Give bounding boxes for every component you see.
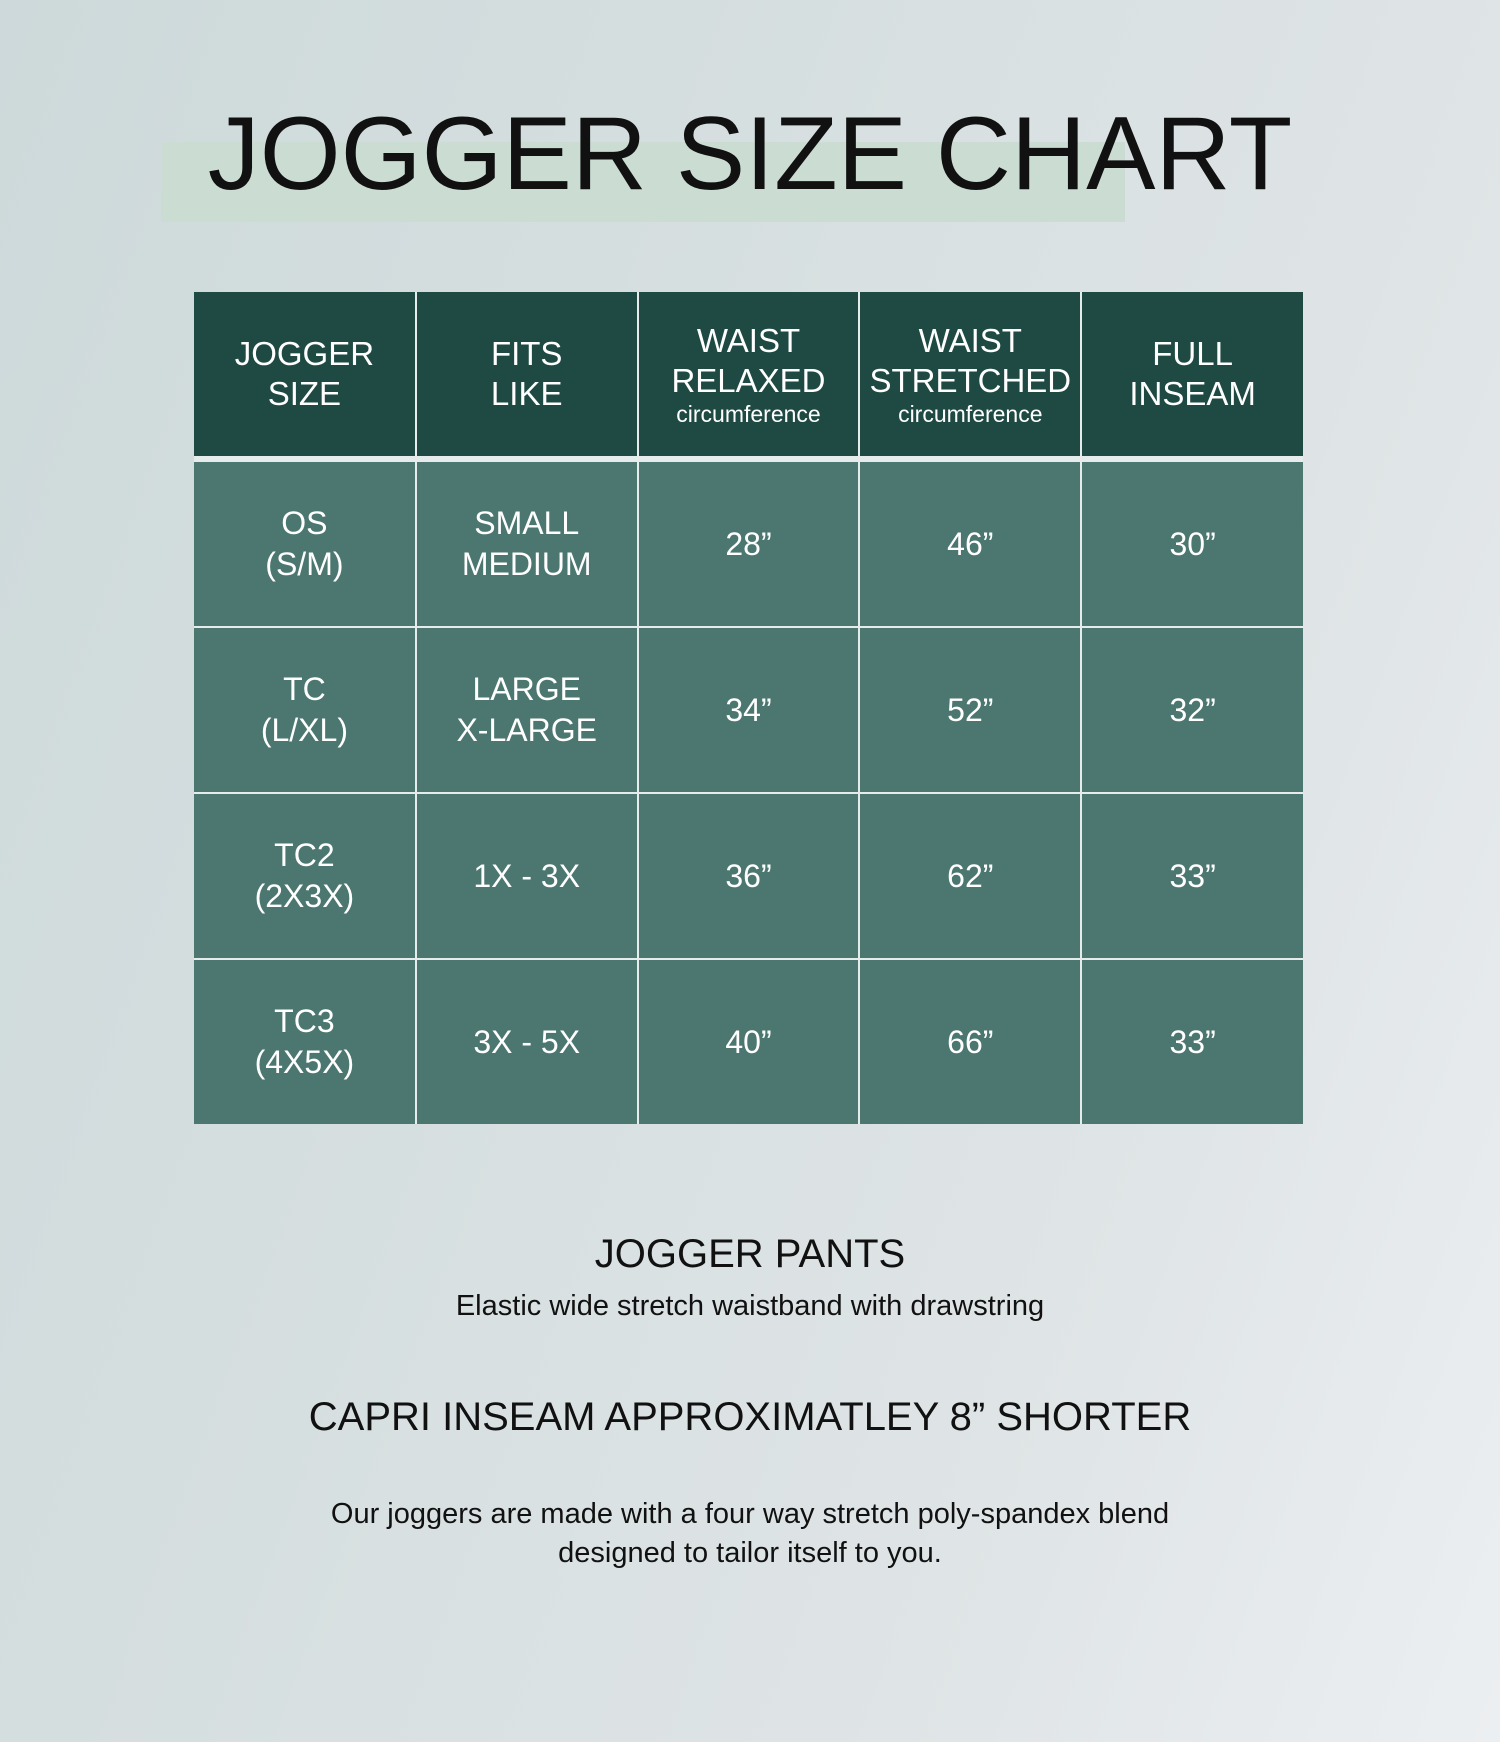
capri-inseam-note: CAPRI INSEAM APPROXIMATLEY 8” SHORTER	[308, 1395, 1192, 1439]
jogger-size-line-1: TC2	[274, 837, 335, 873]
header-subtitle: circumference	[676, 401, 821, 427]
header-line-2: STRETCHED	[869, 362, 1072, 399]
jogger-size-line-1: OS	[281, 505, 328, 541]
title-highlight-band	[161, 142, 1125, 222]
fits-like-line-2: MEDIUM	[461, 546, 592, 582]
table-row: OS (S/M) SMALL MEDIUM 28” 46” 30”	[194, 458, 1303, 628]
fits-like-cell: LARGE X-LARGE	[414, 626, 639, 794]
jogger-size-line-2: (S/M)	[265, 546, 344, 582]
waist-relaxed-cell: 34”	[636, 626, 861, 794]
fabric-line-2: designed to tailor itself to you.	[558, 1537, 942, 1569]
waist-stretched-cell: 66”	[858, 958, 1083, 1124]
jogger-size-cell: TC3 (4X5X)	[194, 958, 417, 1124]
fabric-description: Our joggers are made with a four way str…	[0, 1495, 1500, 1573]
header-line-2: SIZE	[267, 375, 342, 412]
column-header: WAIST STRETCHED circumference	[858, 292, 1083, 462]
waist-stretched-cell: 46”	[858, 458, 1083, 628]
fits-like-line-2: X-LARGE	[456, 712, 597, 748]
full-inseam-cell: 32”	[1080, 626, 1303, 794]
jogger-size-line-2: (L/XL)	[260, 712, 348, 748]
header-line-1: FITS	[490, 335, 563, 372]
column-header: WAIST RELAXED circumference	[636, 292, 861, 462]
column-header: JOGGER SIZE	[194, 292, 417, 462]
page-title: JOGGER SIZE CHART	[207, 96, 1293, 212]
waist-relaxed-cell: 40”	[636, 958, 861, 1124]
waist-relaxed-cell: 36”	[636, 792, 861, 960]
column-header: FULL INSEAM	[1080, 292, 1303, 462]
jogger-size-line-2: (2X3X)	[254, 878, 355, 914]
header-line-2: RELAXED	[671, 362, 826, 399]
waist-stretched-cell: 62”	[858, 792, 1083, 960]
column-header: FITS LIKE	[414, 292, 639, 462]
jogger-pants-heading: JOGGER PANTS	[594, 1232, 906, 1276]
fabric-line-1: Our joggers are made with a four way str…	[330, 1498, 1170, 1530]
jogger-size-line-1: TC	[283, 671, 326, 707]
full-inseam-cell: 30”	[1080, 458, 1303, 628]
fits-like-line-1: 3X - 5X	[473, 1023, 581, 1060]
header-line-1: WAIST	[696, 322, 801, 359]
table-row: TC (L/XL) LARGE X-LARGE 34” 52” 32”	[194, 626, 1303, 794]
header-subtitle: circumference	[898, 401, 1043, 427]
size-chart-table: JOGGER SIZE FITS LIKE WAIST RELAXED circumfere…	[194, 292, 1303, 1124]
waist-stretched-cell: 52”	[858, 626, 1083, 794]
header-line-2: LIKE	[490, 375, 563, 412]
full-inseam-cell: 33”	[1080, 792, 1303, 960]
table-row: TC2 (2X3X) 1X - 3X 36” 62” 33”	[194, 792, 1303, 960]
jogger-size-line-2: (4X5X)	[254, 1044, 355, 1080]
header-line-2: INSEAM	[1129, 375, 1256, 412]
full-inseam-cell: 33”	[1080, 958, 1303, 1124]
fits-like-line-1: LARGE	[472, 671, 581, 707]
header-line-1: WAIST	[918, 322, 1022, 359]
fits-like-cell: 3X - 5X	[414, 958, 639, 1124]
jogger-pants-description: Elastic wide stretch waistband with draw…	[455, 1290, 1045, 1322]
header-line-1: JOGGER	[234, 335, 375, 372]
table-row: TC3 (4X5X) 3X - 5X 40” 66” 33”	[194, 958, 1303, 1124]
jogger-size-cell: TC2 (2X3X)	[194, 792, 417, 960]
header-line-1: FULL	[1152, 335, 1233, 372]
fits-like-line-1: SMALL	[474, 505, 580, 541]
jogger-size-cell: OS (S/M)	[194, 458, 417, 628]
jogger-size-line-1: TC3	[274, 1003, 335, 1039]
fits-like-cell: 1X - 3X	[414, 792, 639, 960]
waist-relaxed-cell: 28”	[636, 458, 861, 628]
fits-like-line-1: 1X - 3X	[473, 857, 581, 894]
jogger-size-cell: TC (L/XL)	[194, 626, 417, 794]
table-header-row: JOGGER SIZE FITS LIKE WAIST RELAXED circumfere…	[194, 292, 1303, 462]
fits-like-cell: SMALL MEDIUM	[414, 458, 639, 628]
